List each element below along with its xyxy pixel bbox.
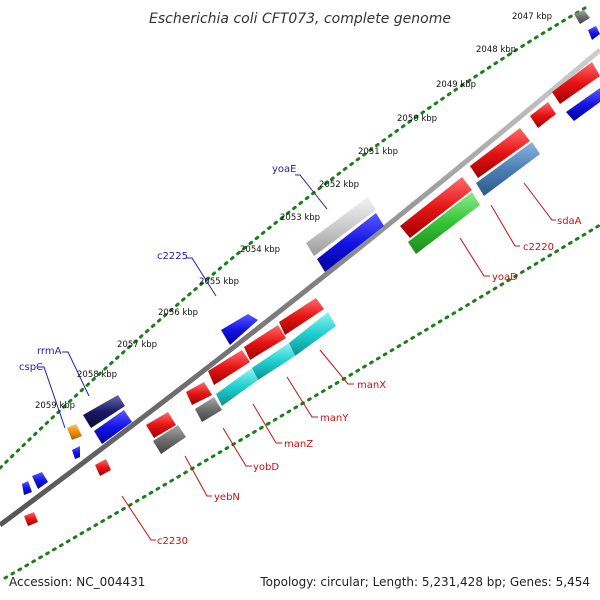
gene-feature[interactable]: [574, 10, 590, 24]
inner-gene-labels: sdaA c2220 yoaD manX manY manZ yobD yebN…: [157, 216, 582, 547]
gene-feature[interactable]: [566, 88, 600, 121]
gene-label-yobD[interactable]: yobD: [253, 462, 279, 473]
gene-feature[interactable]: [24, 512, 38, 526]
gene-feature[interactable]: [244, 325, 286, 360]
gene-feature[interactable]: [186, 382, 212, 405]
gene-label-yoaE[interactable]: yoaE: [272, 164, 296, 175]
gene-feature[interactable]: [552, 62, 600, 104]
leader-line: [490, 204, 520, 247]
gene-label-sdaA[interactable]: sdaA: [557, 216, 582, 227]
genome-backbone: [0, 48, 600, 528]
tick-label: 2054 kbp: [240, 245, 280, 255]
gene-label-manX[interactable]: manX: [357, 380, 386, 391]
gene-label-yoaD[interactable]: yoaD: [492, 272, 518, 283]
gene-label-manY[interactable]: manY: [320, 413, 349, 424]
leader-line: [523, 182, 556, 221]
gene-feature[interactable]: [221, 314, 258, 345]
genome-summary-text: Topology: circular; Length: 5,231,428 bp…: [259, 575, 590, 589]
leader-line: [295, 174, 328, 210]
tick-label: 2053 kbp: [280, 213, 320, 223]
gene-label-cspC[interactable]: cspC: [19, 362, 43, 373]
tick-labels: 2047 kbp 2048 kbp 2049 kbp 2050 kbp 2051…: [35, 12, 552, 411]
leader-line: [121, 495, 156, 541]
tick-label: 2050 kbp: [397, 114, 437, 124]
gene-feature[interactable]: [94, 410, 132, 444]
gene-feature[interactable]: [216, 368, 258, 406]
gene-label-c2220[interactable]: c2220: [523, 242, 554, 253]
leader-line: [38, 366, 66, 429]
tick-label: 2058 kbp: [77, 370, 117, 380]
gene-feature[interactable]: [83, 395, 125, 428]
leader-line: [459, 237, 490, 277]
leader-line: [184, 455, 212, 497]
gene-feature[interactable]: [72, 446, 80, 459]
leader-line: [286, 376, 318, 418]
gene-feature[interactable]: [408, 192, 480, 254]
leader-line: [252, 403, 282, 444]
gene-feature[interactable]: [306, 197, 376, 256]
leader-line: [186, 257, 217, 297]
tick-label: 2052 kbp: [319, 180, 359, 190]
tick-label: 2055 kbp: [199, 277, 239, 287]
gene-label-c2230[interactable]: c2230: [157, 536, 188, 547]
leader-line: [319, 349, 354, 385]
tick-label: 2051 kbp: [358, 147, 398, 157]
gene-feature[interactable]: [588, 26, 600, 40]
gene-feature[interactable]: [195, 397, 222, 422]
gene-feature[interactable]: [32, 472, 48, 489]
gene-feature[interactable]: [252, 343, 295, 380]
gene-label-manZ[interactable]: manZ: [284, 439, 313, 450]
gene-feature[interactable]: [95, 459, 111, 476]
outer-tick-track: [0, 6, 587, 470]
tick-label: 2059 kbp: [35, 401, 75, 411]
gene-feature[interactable]: [22, 481, 32, 495]
tick-label: 2049 kbp: [436, 80, 476, 90]
tick-label: 2056 kbp: [158, 308, 198, 318]
gene-feature[interactable]: [530, 102, 556, 128]
tick-label: 2057 kbp: [117, 340, 157, 350]
gene-feature[interactable]: [470, 128, 530, 178]
gene-label-yebN[interactable]: yebN: [214, 492, 240, 503]
gene-label-c2225[interactable]: c2225: [157, 251, 188, 262]
gene-feature[interactable]: [67, 424, 82, 440]
tick-label: 2048 kbp: [476, 45, 516, 55]
gene-feature[interactable]: [289, 312, 336, 356]
forward-strand-features: [22, 10, 600, 495]
leader-line: [222, 427, 252, 467]
leader-line: [62, 351, 90, 397]
gene-feature[interactable]: [279, 298, 324, 335]
gene-feature[interactable]: [208, 350, 250, 385]
gene-feature[interactable]: [317, 213, 384, 272]
outer-gene-labels: yoaE c2225 rrmA cspC: [19, 164, 296, 373]
inner-label-leaders: [121, 182, 556, 541]
gene-label-rrmA[interactable]: rrmA: [37, 346, 62, 357]
accession-text: Accession: NC_004431: [9, 575, 145, 589]
gene-feature[interactable]: [153, 425, 186, 454]
tick-label: 2047 kbp: [512, 12, 552, 22]
map-title: Escherichia coli CFT073, complete genome: [149, 11, 451, 27]
gene-feature[interactable]: [400, 177, 472, 238]
gene-feature[interactable]: [146, 412, 176, 438]
gene-feature[interactable]: [476, 142, 540, 196]
inner-tick-track: [3, 223, 600, 580]
outer-label-leaders: [38, 174, 328, 429]
reverse-strand-features: [24, 62, 600, 526]
